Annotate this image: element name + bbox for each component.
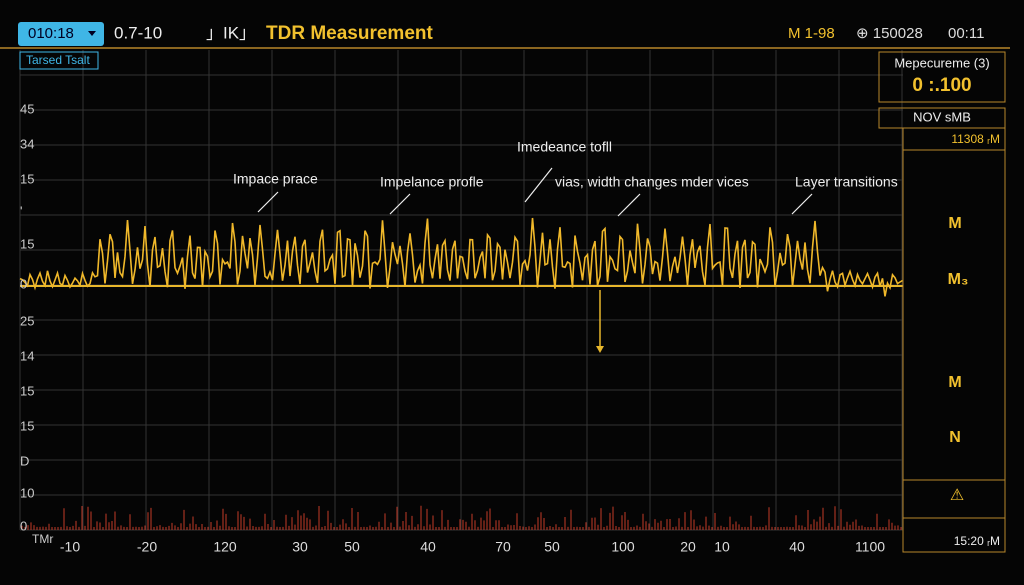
- y-tick-label: 0: [20, 518, 27, 533]
- x-tick-label: 50: [544, 539, 560, 555]
- annotation: Imedeance tofll: [517, 139, 612, 155]
- y-tick-label: 15: [20, 236, 34, 251]
- range: 0.7-10: [114, 23, 162, 42]
- panel-marker: M₃: [948, 271, 969, 288]
- y-tick-label: 15: [20, 418, 34, 433]
- arrow: [389, 193, 411, 215]
- y-tick-label: 10: [20, 485, 34, 500]
- x-tick-label: -10: [60, 539, 80, 555]
- title: TDR Measurement: [266, 23, 433, 44]
- reading-box: [878, 51, 1006, 103]
- x-tick-label: 40: [420, 539, 436, 555]
- panel-reading: 0 :.100: [912, 75, 971, 96]
- arrow: [257, 191, 279, 213]
- counter: ⊕ 150028: [856, 25, 923, 42]
- panel-marker: M: [948, 374, 961, 391]
- y-tick-label: 34: [20, 136, 34, 151]
- y-tick-label: 15: [20, 171, 34, 186]
- y-tick-label: ': [20, 203, 22, 218]
- x-tick-label: 50: [344, 539, 360, 555]
- y-tick-label: 25: [20, 313, 34, 328]
- y-tick-label: 14: [20, 348, 34, 363]
- x-tick-label: 30: [292, 539, 308, 555]
- panel-heading: Mepecureme (3): [894, 55, 989, 70]
- grid: [19, 50, 903, 531]
- y-tick-label: D: [20, 453, 29, 468]
- x-tick-label: 40: [789, 539, 805, 555]
- waveform: [19, 217, 903, 297]
- noise-floor: [21, 505, 902, 530]
- arrow: [524, 167, 553, 203]
- y-tick-label: 15: [20, 383, 34, 398]
- y-tick-label: 45: [20, 101, 34, 116]
- marker: M 1-98: [788, 25, 835, 42]
- panel-marker: M: [948, 215, 961, 232]
- x-tick-label: 70: [495, 539, 511, 555]
- arrow: [791, 193, 813, 215]
- annotations: Impace prace Impelance profle Imedeance …: [233, 139, 898, 217]
- time-dropdown[interactable]: [18, 22, 104, 46]
- annotation: Impelance profle: [380, 174, 484, 190]
- x-unit: TMr: [32, 532, 53, 546]
- panel-stamp: 11308 ᵣM: [951, 132, 1000, 146]
- x-tick-label: 1100: [855, 539, 885, 555]
- icons: 」IK」: [206, 23, 256, 42]
- annotation: Impace prace: [233, 171, 318, 187]
- annotation: vias, width changes mder vices: [555, 174, 749, 190]
- y-tick-label: 0: [20, 276, 27, 291]
- marker-box: [902, 127, 1006, 553]
- plot-tag: Tarsed Tsalt: [26, 53, 90, 67]
- clock: 00:11: [948, 25, 984, 42]
- drop-arrow: [596, 346, 604, 353]
- x-tick-label: 10: [714, 539, 730, 555]
- panel-mode: NOV sMB: [913, 109, 971, 124]
- panel-marker: N: [949, 429, 961, 446]
- x-tick-label: -20: [137, 539, 157, 555]
- x-tick-label: 100: [611, 539, 635, 555]
- time-select: 010:18: [28, 25, 74, 42]
- x-tick-label: 120: [213, 539, 237, 555]
- side-panel: Mepecureme (3) 0 :.100 NOV sMB 11308 ᵣM …: [878, 51, 1006, 553]
- x-tick-label: 20: [680, 539, 696, 555]
- annotation: Layer transitions: [795, 174, 898, 190]
- panel-footer: 15:20 ᵣM: [954, 534, 1000, 548]
- dropdown-arrow: [88, 31, 96, 36]
- arrow: [617, 193, 641, 217]
- tag-box: [19, 51, 99, 70]
- warning-icon[interactable]: ⚠: [950, 487, 964, 504]
- toolbar: 010:18 0.7-10 」IK」 TDR Measurement M 1-9…: [0, 22, 1010, 49]
